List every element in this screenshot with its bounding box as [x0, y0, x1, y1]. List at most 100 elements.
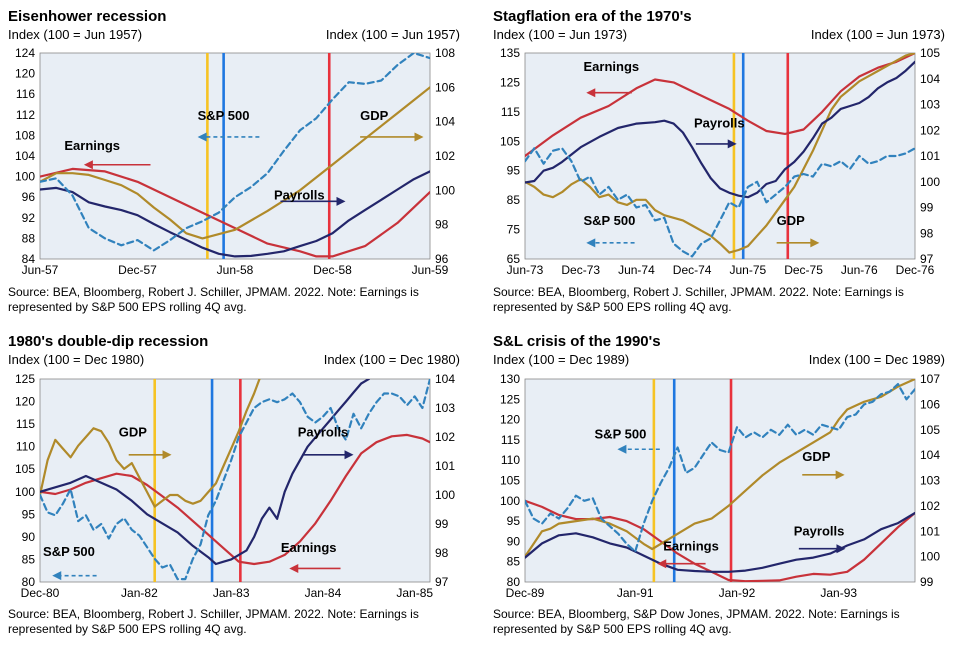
y-left-tick-label: 65	[507, 252, 521, 266]
source-note: Source: BEA, Bloomberg, Robert J. Schill…	[8, 607, 419, 637]
arrow-head	[810, 238, 820, 248]
y-right-tick-label: 102	[435, 149, 455, 163]
series-line-payrolls	[40, 379, 370, 566]
arrow-head	[836, 544, 846, 554]
x-tick-label: Jun-74	[618, 263, 655, 277]
x-tick-label: Dec-75	[784, 263, 823, 277]
arrow-head	[586, 88, 596, 98]
plot-area	[525, 379, 915, 582]
y-left-tick-label: 92	[22, 211, 36, 225]
plot-background	[524, 52, 916, 260]
series-line-gdp	[40, 86, 430, 240]
chart-title: 1980's double-dip recession	[8, 333, 209, 350]
source-note: Source: BEA, Bloomberg, Robert J. Schill…	[493, 285, 904, 315]
left-axis-label: Index (100 = Jun 1973)	[493, 27, 628, 42]
series-line-gdp	[525, 379, 915, 558]
y-left-tick-label: 108	[15, 128, 35, 142]
arrow-head	[336, 196, 346, 206]
y-right-tick-label: 101	[920, 524, 940, 538]
y-right-tick-label: 100	[435, 183, 455, 197]
y-left-tick-label: 104	[15, 149, 35, 163]
series-label-earnings: Earnings	[663, 539, 719, 554]
source-line-1: Source: BEA, Bloomberg, Robert J. Schill…	[8, 285, 419, 299]
left-axis-label: Index (100 = Dec 1980)	[8, 352, 145, 367]
y-left-tick-label: 95	[22, 507, 36, 521]
y-left-tick-label: 100	[15, 485, 35, 499]
y-left-tick-label: 75	[507, 223, 521, 237]
y-right-tick-label: 99	[920, 201, 934, 215]
series-label-sp-500: S&P 500	[43, 544, 95, 559]
chart-plot: 80 85 90 95 100 105 110 115 120 125 97 98 99 100 101 10…	[15, 372, 455, 600]
x-tick-label: Dec-76	[896, 263, 935, 277]
y-right-tick-label: 100	[920, 175, 940, 189]
plot-background	[39, 52, 431, 260]
x-tick-label: Jun-76	[841, 263, 878, 277]
y-right-tick-label: 104	[435, 372, 455, 386]
series-label-gdp: GDP	[360, 108, 389, 123]
y-left-tick-label: 95	[507, 164, 521, 178]
arrow-head	[52, 571, 62, 581]
y-right-tick-label: 102	[920, 123, 940, 137]
series-line-payrolls	[40, 170, 430, 258]
y-right-tick-label: 103	[920, 474, 940, 488]
y-left-tick-label: 125	[500, 392, 520, 406]
y-right-tick-label: 102	[920, 499, 940, 513]
y-right-tick-label: 105	[920, 423, 940, 437]
y-right-tick-label: 100	[920, 550, 940, 564]
x-tick-label: Jan-82	[121, 586, 158, 600]
chart-title: Eisenhower recession	[8, 8, 167, 25]
x-tick-label: Jun-58	[217, 263, 254, 277]
y-right-tick-label: 101	[920, 149, 940, 163]
x-tick-label: Jan-92	[719, 586, 756, 600]
y-left-tick-label: 90	[507, 534, 521, 548]
series-label-gdp: GDP	[777, 213, 806, 228]
left-axis-label: Index (100 = Jun 1957)	[8, 27, 143, 42]
y-right-tick-label: 98	[920, 226, 934, 240]
series-line-sp-500	[40, 379, 430, 581]
source-line-1: Source: BEA, Bloomberg, Robert J. Schill…	[493, 285, 904, 299]
arrow-head	[617, 444, 627, 454]
y-left-tick-label: 105	[500, 134, 520, 148]
y-left-tick-label: 100	[15, 170, 35, 184]
right-axis-label: Index (100 = Dec 1989)	[808, 352, 945, 367]
y-right-tick-label: 99	[435, 517, 449, 531]
source-line-2: represented by S&P 500 EPS rolling 4Q av…	[8, 300, 247, 314]
y-right-tick-label: 99	[920, 575, 934, 589]
x-tick-label: Dec-74	[673, 263, 712, 277]
source-note: Source: BEA, Bloomberg, Robert J. Schill…	[8, 285, 419, 315]
series-line-payrolls	[525, 511, 915, 573]
y-right-tick-label: 104	[435, 115, 455, 129]
arrow-head	[344, 450, 354, 460]
source-line-1: Source: BEA, Bloomberg, S&P Dow Jones, J…	[493, 607, 900, 621]
x-tick-label: Dec-57	[118, 263, 157, 277]
y-left-tick-label: 130	[500, 372, 520, 386]
series-line-sp-500	[40, 53, 430, 252]
y-left-tick-label: 105	[500, 474, 520, 488]
y-right-tick-label: 96	[435, 252, 449, 266]
y-right-tick-label: 97	[920, 252, 934, 266]
chart-panel-eisenhower: Eisenhower recession Index (100 = Jun 19…	[0, 0, 470, 320]
y-right-tick-label: 98	[435, 546, 449, 560]
plot-background	[524, 378, 916, 583]
series-line-earnings	[40, 167, 430, 258]
y-right-tick-label: 106	[435, 80, 455, 94]
right-axis-label: Index (100 = Jun 1957)	[325, 27, 460, 42]
x-tick-label: Jun-57	[22, 263, 59, 277]
series-label-gdp: GDP	[802, 449, 831, 464]
y-left-tick-label: 110	[16, 440, 35, 454]
source-line-2: represented by S&P 500 EPS rolling 4Q av…	[493, 300, 732, 314]
x-tick-label: Jan-91	[617, 586, 654, 600]
y-left-tick-label: 112	[16, 108, 35, 122]
plot-area	[40, 379, 430, 582]
y-left-tick-label: 135	[500, 46, 520, 60]
y-right-tick-label: 100	[435, 488, 455, 502]
y-left-tick-label: 115	[501, 105, 520, 119]
plot-area	[525, 53, 915, 259]
right-axis-label: Index (100 = Jun 1973)	[810, 27, 945, 42]
x-tick-label: Dec-89	[506, 586, 545, 600]
y-left-tick-label: 124	[15, 46, 35, 60]
y-left-tick-label: 96	[22, 190, 36, 204]
x-tick-label: Jun-73	[507, 263, 544, 277]
chart-title: S&L crisis of the 1990's	[493, 333, 661, 350]
chart-plot: 80 85 90 95 100 105 110 115 120 125 130 99 100 101 102…	[500, 372, 940, 600]
